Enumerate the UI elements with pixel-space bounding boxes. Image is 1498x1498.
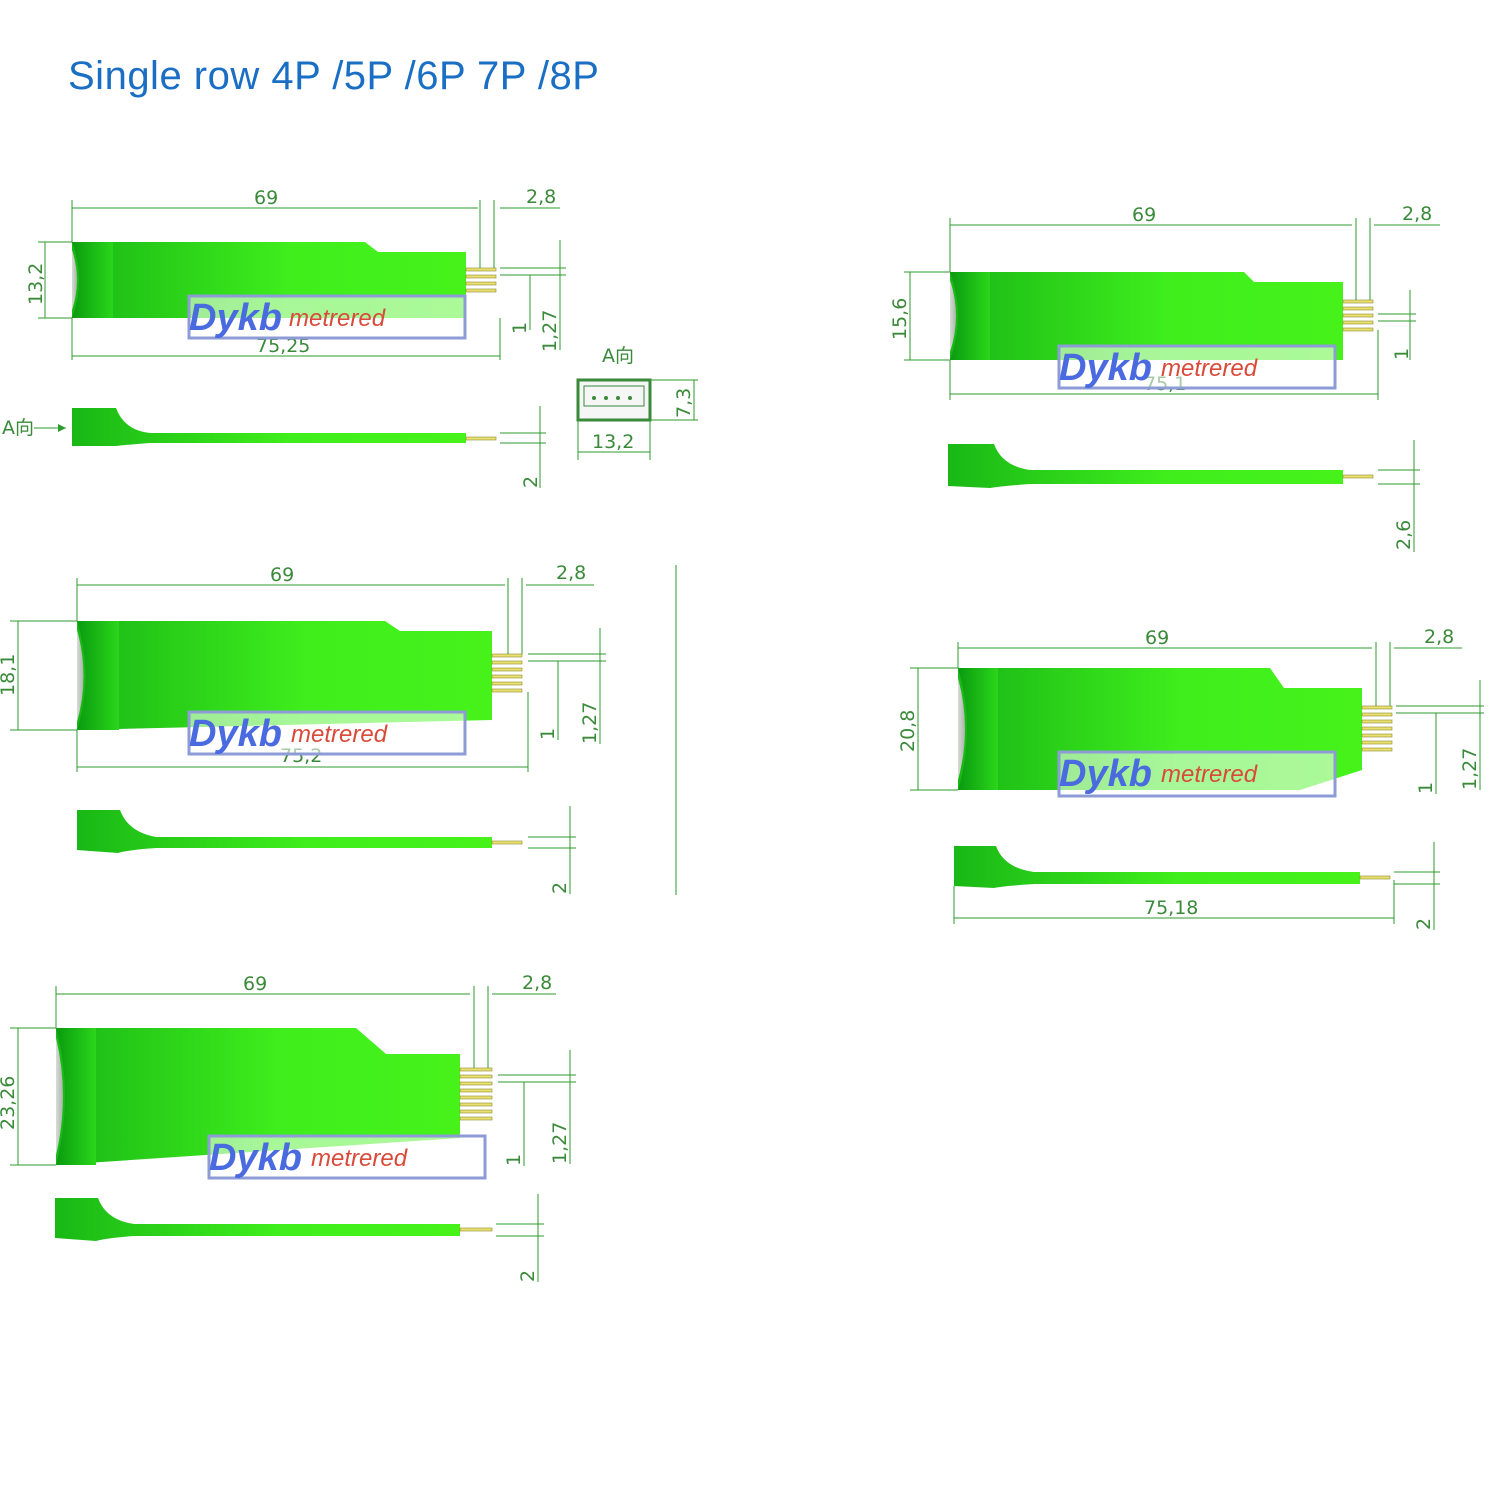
side-view-8p (55, 1198, 460, 1241)
dim-width-7p: 20,8 (897, 710, 919, 752)
dim-total-7p: 75,18 (1144, 897, 1198, 919)
svg-text:metrered: metrered (1161, 355, 1258, 382)
dim-thick-6p: 2 (549, 882, 571, 894)
dim-width-8p: 23,26 (0, 1076, 19, 1130)
board-end-5p (950, 272, 990, 360)
watermark-4p: Dykb metrered (187, 294, 467, 340)
pins-7p (1361, 705, 1393, 752)
dim-pitch-end-5p: 2,8 (1402, 203, 1432, 225)
side-view-4p (72, 408, 466, 446)
pins-4p (465, 267, 497, 293)
dim-length-5p: 69 (1132, 204, 1156, 226)
dim-pitch-8p: 1,27 (549, 1122, 571, 1164)
board-body-8p (56, 1028, 460, 1165)
view-label-4p: A向 (602, 345, 634, 367)
board-body-5p (950, 272, 1343, 360)
watermark-5p: Dykb metrered (1057, 344, 1337, 390)
dim-width-4p: 13,2 (25, 263, 47, 305)
side-view-6p (77, 810, 492, 853)
board-handle-4p (72, 250, 77, 310)
svg-text:Dykb: Dykb (1059, 753, 1152, 795)
pins-6p (491, 653, 523, 693)
board-end-4p (72, 242, 113, 318)
drawing-6p: 69 2,8 18,1 75,2 1 1,27 2 Dykb metrered (0, 562, 677, 895)
side-view-5p (948, 444, 1343, 488)
arrow-label-4p: A向 (2, 417, 34, 439)
dim-width-6p: 18,1 (0, 654, 19, 696)
side-view-7p (954, 846, 1360, 888)
svg-text:Dykb: Dykb (189, 713, 282, 755)
watermark-6p: Dykb metrered (187, 710, 467, 756)
dim-gap-8p: 1 (503, 1154, 525, 1166)
dim-pitch-end-8p: 2,8 (522, 972, 552, 994)
dim-length-8p: 69 (243, 973, 267, 995)
board-end-8p (56, 1028, 96, 1165)
connector-a-view (576, 378, 652, 422)
dim-length-7p: 69 (1145, 627, 1169, 649)
dim-gap-5p: 1 (1391, 348, 1413, 360)
svg-text:Dykb: Dykb (209, 1137, 302, 1179)
board-body-6p (77, 621, 492, 730)
dim-pitch-end-6p: 2,8 (556, 562, 586, 584)
dim-gap-4p: 1 (509, 322, 531, 334)
dim-thick-7p: 2 (1413, 918, 1435, 930)
page-title: Single row 4P /5P /6P 7P /8P (68, 54, 600, 98)
svg-text:metrered: metrered (291, 721, 388, 748)
dim-conn-w-4p: 13,2 (592, 431, 634, 453)
drawing-7p: 69 2,8 20,8 1 1,27 75,18 2 Dykb metrered (897, 626, 1484, 930)
svg-text:metrered: metrered (289, 305, 386, 332)
watermark-8p: Dykb metrered (207, 1134, 487, 1180)
dim-width-5p: 15,6 (889, 298, 911, 340)
dim-conn-h-4p: 7,3 (673, 388, 695, 418)
dim-gap-6p: 1 (537, 728, 559, 740)
dim-total-4p: 75,25 (256, 335, 310, 357)
dim-thick-8p: 2 (517, 1270, 539, 1282)
dim-length-6p: 69 (270, 564, 294, 586)
dim-pitch-6p: 1,27 (579, 702, 601, 744)
dim-gap-7p: 1 (1415, 782, 1437, 794)
dim-pitch-4p: 1,27 (539, 310, 561, 352)
dim-pitch-end-7p: 2,8 (1424, 626, 1454, 648)
drawing-4p: 69 2,8 13,2 75,25 1 1,27 2 A向 A向 7 (2, 186, 698, 488)
dim-pitch-end-4p: 2,8 (526, 186, 556, 208)
dim-length-4p: 69 (254, 187, 278, 209)
pins-5p (1342, 299, 1374, 332)
dim-thick-5p: 2,6 (1393, 520, 1415, 550)
svg-text:Dykb: Dykb (1059, 347, 1152, 389)
svg-text:Dykb: Dykb (189, 297, 282, 339)
watermark-7p: Dykb metrered (1057, 750, 1337, 798)
pins-8p (459, 1067, 493, 1121)
board-end-6p (77, 621, 119, 730)
svg-text:metrered: metrered (311, 1145, 408, 1172)
dim-thick-4p: 2 (520, 476, 542, 488)
board-end-7p (958, 668, 998, 790)
dim-pitch-7p: 1,27 (1459, 748, 1481, 790)
drawing-8p: 69 2,8 23,26 1 1,27 2 Dykb metrered (0, 972, 576, 1282)
svg-text:metrered: metrered (1161, 761, 1258, 788)
drawing-5p: 69 2,8 15,6 75,1 1 2,6 Dykb metrered (889, 203, 1440, 552)
